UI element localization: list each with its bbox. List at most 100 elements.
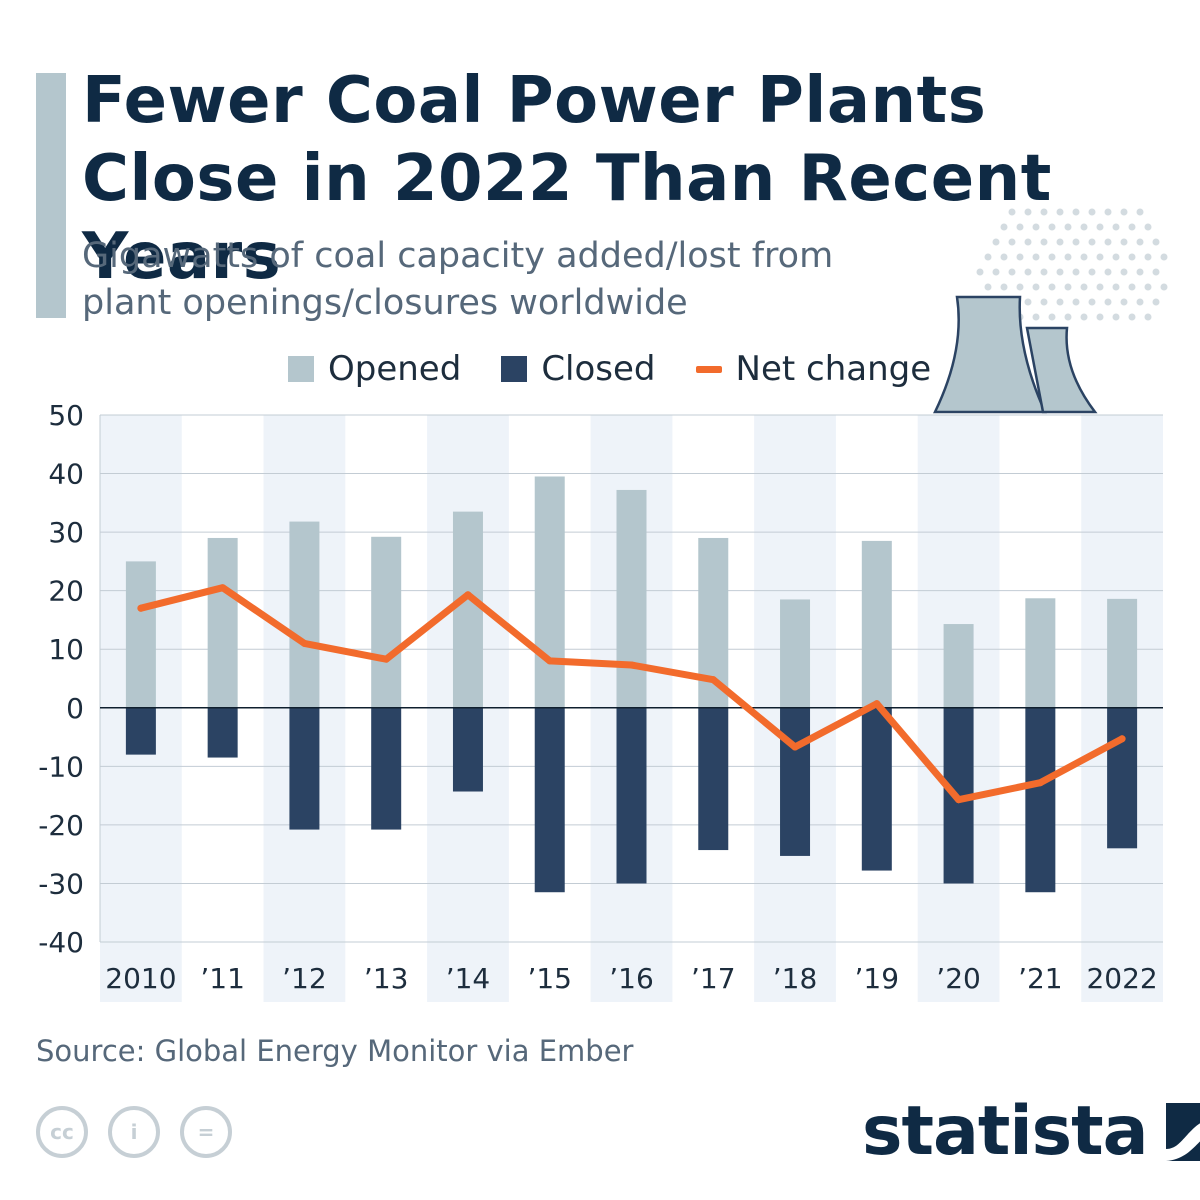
legend-opened: Opened <box>288 349 461 389</box>
bar-opened <box>452 511 483 708</box>
pattern-dot <box>1096 223 1104 231</box>
pattern-dot <box>1008 238 1016 246</box>
pattern-dot <box>1040 208 1048 216</box>
net-change-point <box>300 639 308 647</box>
pattern-dot <box>1072 298 1080 306</box>
pattern-dot <box>992 268 1000 276</box>
net-change-point <box>791 743 799 751</box>
statista-brand[interactable]: statista <box>862 1092 1200 1171</box>
x-tick-label: ’19 <box>855 962 900 995</box>
y-tick-label: -30 <box>38 867 84 900</box>
legend-closed-swatch <box>501 356 528 382</box>
pattern-dot <box>1000 253 1008 261</box>
y-tick-label: 30 <box>48 516 84 549</box>
pattern-dot <box>1016 283 1024 291</box>
bar-opened <box>534 476 565 708</box>
pattern-dot <box>984 283 992 291</box>
chart-legend: Opened Closed Net change <box>288 346 971 392</box>
x-tick-label: ’15 <box>527 962 572 995</box>
pattern-dot <box>1128 223 1136 231</box>
pattern-dot <box>1104 238 1112 246</box>
pattern-dot <box>1064 313 1072 321</box>
cooling-tower-small-icon <box>1025 326 1098 414</box>
no-derivatives-icon[interactable]: = <box>180 1106 232 1158</box>
pattern-dot <box>1040 238 1048 246</box>
net-change-point <box>137 604 145 612</box>
pattern-dot <box>1120 268 1128 276</box>
legend-opened-swatch <box>288 356 314 382</box>
pattern-dot <box>992 238 1000 246</box>
legend-closed-label: Closed <box>541 349 656 389</box>
pattern-dot <box>1048 223 1056 231</box>
pattern-dot <box>1000 223 1008 231</box>
pattern-dot <box>1144 253 1152 261</box>
pattern-dot <box>1088 268 1096 276</box>
y-tick-label: 50 <box>48 399 84 432</box>
pattern-dot <box>1144 223 1152 231</box>
pattern-dot <box>984 253 992 261</box>
net-change-point <box>873 700 881 708</box>
pattern-dot <box>1088 238 1096 246</box>
x-tick-label: ’17 <box>691 962 736 995</box>
bar-opened <box>616 489 647 708</box>
legend-net-label: Net change <box>735 349 932 389</box>
pattern-dot <box>1112 283 1120 291</box>
pattern-dot <box>1112 223 1120 231</box>
bar-closed <box>1107 707 1138 849</box>
title-accent-bar <box>36 73 66 318</box>
pattern-dot <box>1152 238 1160 246</box>
pattern-dot <box>1064 283 1072 291</box>
pattern-dot <box>1136 268 1144 276</box>
legend-net-swatch <box>695 365 722 373</box>
pattern-dot <box>1016 253 1024 261</box>
bar-closed <box>207 707 238 758</box>
pattern-dot <box>1056 268 1064 276</box>
cc-icon[interactable]: cc <box>36 1106 88 1158</box>
pattern-dot <box>1120 298 1128 306</box>
pattern-dot <box>1072 238 1080 246</box>
pattern-dot <box>1024 298 1032 306</box>
pattern-dot <box>1048 313 1056 321</box>
pattern-dot <box>1040 298 1048 306</box>
pattern-dot <box>1080 253 1088 261</box>
net-change-point <box>709 676 717 684</box>
bar-closed <box>616 707 647 884</box>
pattern-dot <box>1072 268 1080 276</box>
x-tick-label: ’14 <box>446 962 491 995</box>
bar-opened <box>1025 598 1056 708</box>
bar-opened <box>207 537 238 708</box>
pattern-dot <box>1064 253 1072 261</box>
legend-opened-label: Opened <box>328 349 462 389</box>
y-tick-label: 10 <box>48 633 84 666</box>
y-tick-label: -10 <box>38 750 84 783</box>
pattern-dot <box>1096 253 1104 261</box>
x-tick-label: ’16 <box>609 962 654 995</box>
pattern-dot <box>1032 223 1040 231</box>
pattern-dot <box>1080 223 1088 231</box>
x-tick-label: ’20 <box>936 962 981 995</box>
pattern-dot <box>1128 253 1136 261</box>
bar-opened <box>371 536 402 708</box>
pattern-dot <box>1160 283 1168 291</box>
pattern-dot <box>1144 283 1152 291</box>
bar-closed <box>125 707 156 755</box>
statista-wordmark: statista <box>862 1092 1149 1171</box>
source-note: Source: Global Energy Monitor via Ember <box>36 1034 634 1068</box>
pattern-dot <box>1032 283 1040 291</box>
bar-closed <box>452 707 483 792</box>
pattern-dot <box>1000 283 1008 291</box>
pattern-dot <box>1048 253 1056 261</box>
attribution-icon[interactable]: i <box>108 1106 160 1158</box>
pattern-dot <box>1040 268 1048 276</box>
pattern-dot <box>1008 208 1016 216</box>
x-tick-label: ’13 <box>364 962 409 995</box>
pattern-dot <box>1152 298 1160 306</box>
statista-logo-icon <box>1165 1102 1200 1161</box>
bar-closed <box>780 707 811 856</box>
pattern-dot <box>1024 268 1032 276</box>
bar-closed <box>289 707 320 830</box>
pattern-dot <box>1072 208 1080 216</box>
y-tick-label: 20 <box>48 575 84 608</box>
x-tick-label: ’11 <box>200 962 245 995</box>
y-tick-label: -20 <box>38 809 84 842</box>
